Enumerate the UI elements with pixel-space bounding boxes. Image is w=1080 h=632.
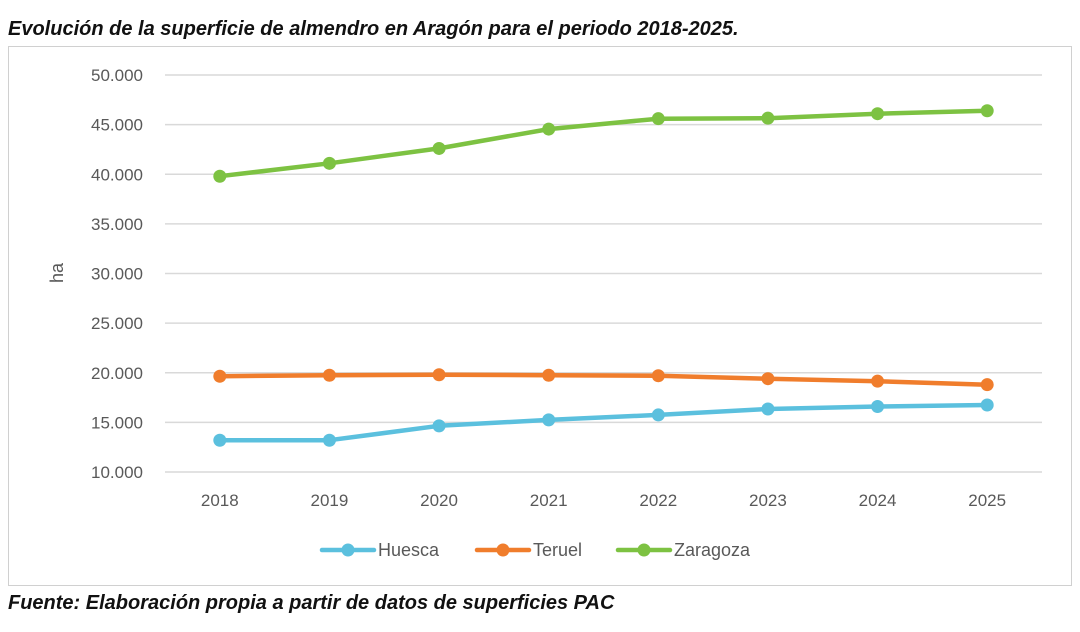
data-point-zaragoza <box>322 156 336 170</box>
data-point-teruel <box>213 369 227 383</box>
x-tick-label: 2024 <box>859 491 897 510</box>
legend: Huesca Teruel Zaragoza <box>319 540 751 560</box>
data-point-zaragoza <box>542 122 556 136</box>
data-point-zaragoza <box>651 112 665 126</box>
y-tick-label: 40.000 <box>91 165 143 184</box>
legend-label: Zaragoza <box>674 540 751 560</box>
data-point-zaragoza <box>980 104 994 118</box>
series-line-teruel <box>217 372 990 387</box>
legend-label: Teruel <box>533 540 582 560</box>
data-point-teruel <box>761 372 775 386</box>
y-tick-label: 15.000 <box>91 413 143 432</box>
chart-source: Fuente: Elaboración propia a partir de d… <box>8 592 615 614</box>
data-point-huesca <box>761 402 775 416</box>
gridlines <box>165 74 1042 473</box>
x-axis-ticks: 2018 2019 2020 2021 2022 2023 2024 2025 <box>201 491 1006 510</box>
x-tick-label: 2019 <box>311 491 349 510</box>
y-tick-label: 35.000 <box>91 215 143 234</box>
x-tick-label: 2022 <box>639 491 677 510</box>
legend-marker <box>496 543 510 557</box>
y-tick-label: 50.000 <box>91 66 143 85</box>
x-tick-label: 2021 <box>530 491 568 510</box>
data-point-huesca <box>322 433 336 447</box>
legend-marker <box>341 543 355 557</box>
data-point-huesca <box>871 399 885 413</box>
series-line-huesca <box>217 402 990 443</box>
x-tick-label: 2018 <box>201 491 239 510</box>
data-point-zaragoza <box>761 111 775 125</box>
data-point-zaragoza <box>871 107 885 121</box>
x-tick-label: 2020 <box>420 491 458 510</box>
data-point-huesca <box>542 413 556 427</box>
data-point-teruel <box>871 374 885 388</box>
data-point-teruel <box>432 368 446 382</box>
y-tick-label: 20.000 <box>91 364 143 383</box>
legend-label: Huesca <box>378 540 440 560</box>
data-point-teruel <box>322 368 336 382</box>
y-axis-ticks: 10.000 15.000 20.000 25.000 30.000 35.000 40.0… <box>91 66 143 482</box>
data-point-zaragoza <box>432 141 446 155</box>
data-point-teruel <box>651 369 665 383</box>
data-point-huesca <box>213 433 227 447</box>
y-tick-label: 30.000 <box>91 265 143 284</box>
data-point-teruel <box>542 368 556 382</box>
y-tick-label: 25.000 <box>91 314 143 333</box>
x-tick-label: 2023 <box>749 491 787 510</box>
y-tick-label: 10.000 <box>91 463 143 482</box>
y-tick-label: 45.000 <box>91 116 143 135</box>
x-tick-label: 2025 <box>968 491 1006 510</box>
chart-frame <box>8 46 1072 586</box>
data-point-zaragoza <box>213 169 227 183</box>
data-point-huesca <box>432 419 446 433</box>
y-axis-label: ha <box>47 262 67 283</box>
data-point-huesca <box>651 408 665 422</box>
legend-marker <box>637 543 651 557</box>
data-point-teruel <box>980 378 994 392</box>
data-point-huesca <box>980 398 994 412</box>
series-line-zaragoza <box>217 108 990 179</box>
series-lines <box>213 104 994 447</box>
chart-title: Evolución de la superficie de almendro e… <box>8 18 739 40</box>
